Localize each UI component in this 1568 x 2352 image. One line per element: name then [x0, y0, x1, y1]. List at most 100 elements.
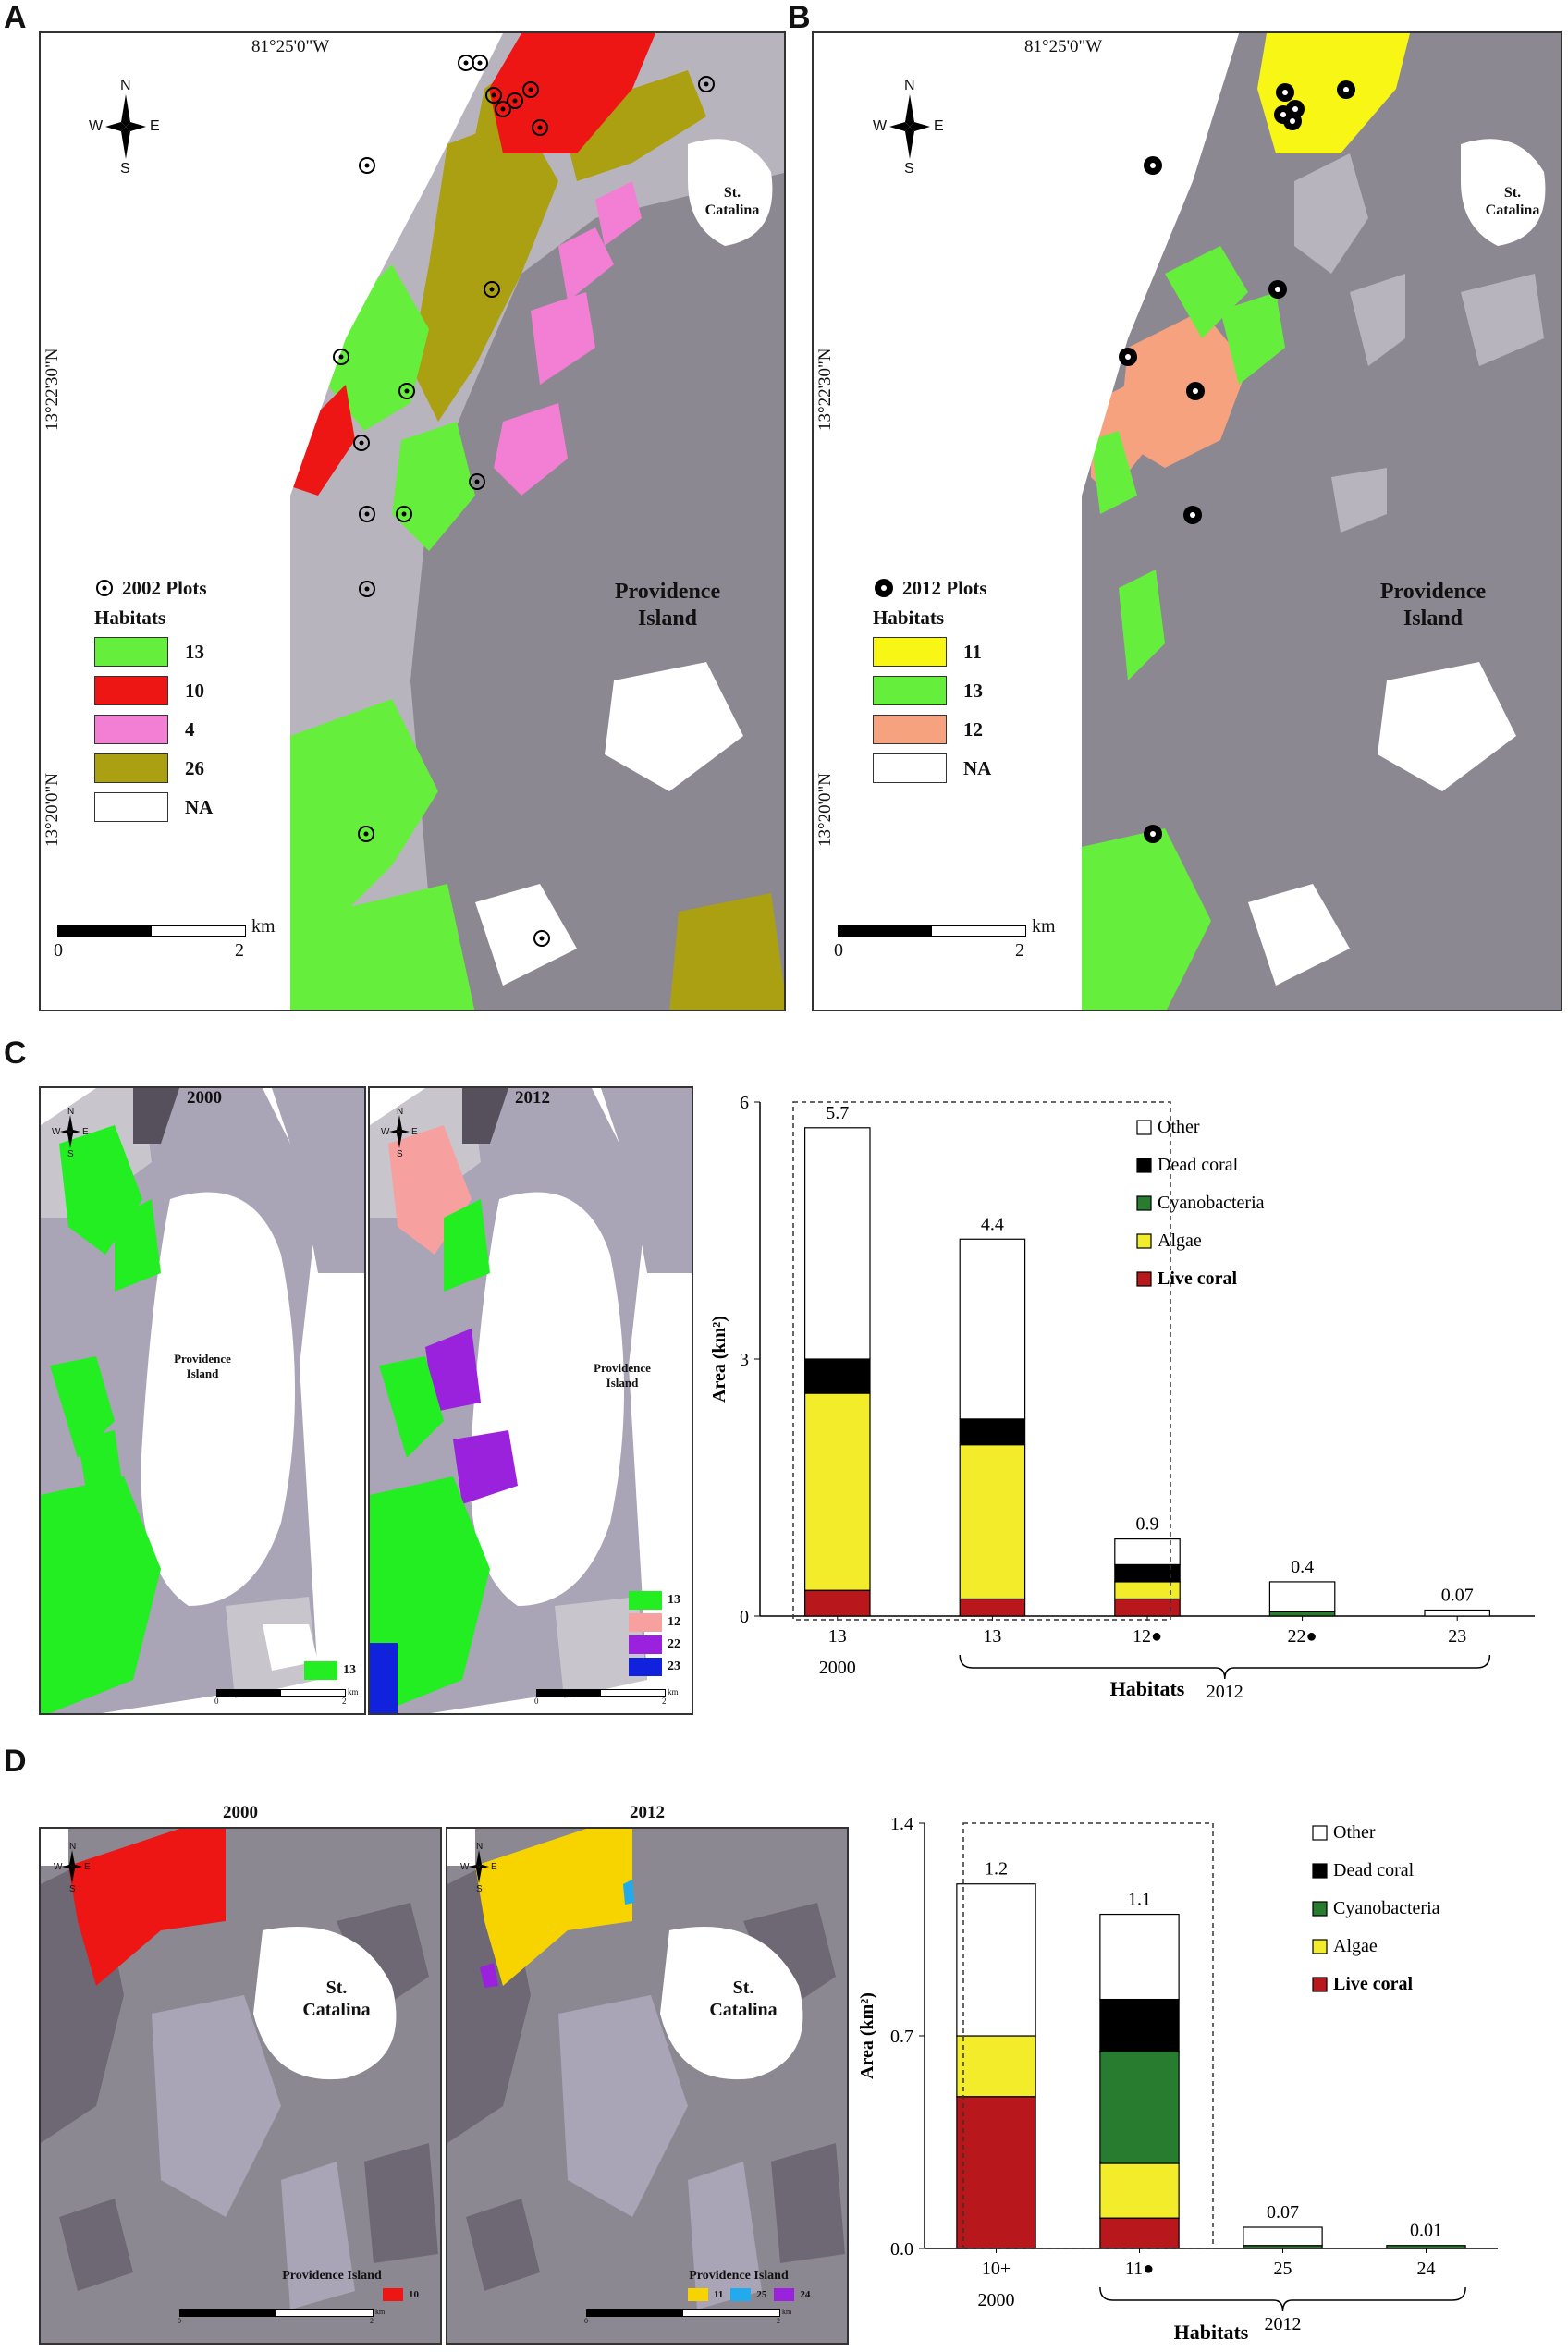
scale-end: 2	[662, 1697, 667, 1706]
panel-d-small-island-2000: St. Catalina	[302, 1978, 371, 2020]
legend-swatch	[1136, 1158, 1152, 1173]
legend-label: Dead coral	[1333, 1860, 1415, 1880]
legend-label: Cyanobacteria	[1333, 1898, 1440, 1918]
scale-end: 2	[235, 940, 244, 961]
compass-e: E	[491, 1862, 497, 1872]
compass-rose-icon	[889, 94, 930, 159]
panel-b-legend: 2012 Plots Habitats 11 13 12 NA	[873, 573, 991, 788]
legend-swatch	[873, 753, 947, 783]
compass-w: W	[381, 1127, 390, 1137]
legend-label: 10	[409, 2289, 419, 2300]
bar-total-label: 1.1	[1128, 1890, 1151, 1910]
bar-segment-other	[1243, 2226, 1323, 2247]
bar-total-label: 0.07	[1267, 2202, 1299, 2223]
legend-swatch	[873, 637, 947, 667]
bar-total-label: 5.7	[826, 1103, 849, 1123]
legend-label: 26	[185, 756, 204, 779]
legend-swatch	[1136, 1120, 1152, 1135]
bar-segment-dead-coral	[1099, 1998, 1180, 2052]
bar-segment-other	[1099, 1913, 1180, 2001]
legend-label: 24	[800, 2289, 811, 2300]
x-tick-label: 24	[1417, 2259, 1436, 2279]
scale-start: 0	[534, 1697, 539, 1706]
panel-a-legend: 2002 Plots Habitats 13 10 4 26 NA	[94, 573, 213, 827]
bar-segment-algae	[1099, 2162, 1180, 2219]
legend-swatch	[629, 1613, 662, 1632]
panel-b-longitude: 81°25'0"W	[1024, 37, 1103, 56]
compass-s: S	[904, 161, 914, 177]
y-tick-label: 6	[740, 1093, 749, 1113]
panel-c-legend-2012: 13 12 22 23	[629, 1589, 680, 1678]
panel-d-map-2012: 2012 N S W E St. Catalina Pro	[446, 1803, 849, 2348]
group-brace	[959, 1654, 1491, 1680]
bar-segment-live-coral	[956, 2096, 1036, 2249]
plot-marker-icon	[96, 580, 113, 596]
y-tick-label: 0.0	[890, 2239, 913, 2260]
y-tick-label: 3	[740, 1350, 749, 1370]
legend-label: Other	[1158, 1117, 1200, 1137]
scale-start: 0	[834, 940, 843, 961]
bar-segment-cyanobacteria	[1268, 1611, 1336, 1617]
habitats-legend-title: Habitats	[873, 606, 945, 629]
panel-c-legend-2000: 13	[304, 1660, 356, 1682]
scale-unit: km	[1032, 916, 1056, 937]
group-label: 2000	[819, 1658, 856, 1678]
plot-marker-icon	[875, 579, 893, 597]
panel-d-map-2000: 2000 N S W E St. Catalina Providence	[39, 1803, 442, 2348]
compass-w: W	[52, 1127, 61, 1137]
legend-swatch	[1312, 1863, 1328, 1879]
scale-start: 0	[178, 2317, 181, 2325]
panel-d-small-island-2012: St. Catalina	[709, 1978, 778, 2020]
group-label: 2012	[1207, 1682, 1243, 1701]
legend-swatch	[873, 715, 947, 744]
panel-d-compass-2012: N S W E	[460, 1842, 497, 1894]
scale-end: 2	[370, 2317, 374, 2325]
bar-segment-live-coral	[959, 1598, 1026, 1617]
panel-a-map-graphic	[41, 33, 784, 1010]
bar-segment-cyanobacteria	[1386, 2245, 1466, 2249]
legend-swatch	[94, 715, 168, 744]
y-axis-label: Area (km²)	[860, 1992, 877, 2079]
legend-label: Live coral	[1333, 1974, 1414, 1994]
bar-segment-other	[1114, 1538, 1181, 1566]
x-tick-label: 13	[983, 1626, 1001, 1647]
legend-label: 25	[756, 2289, 767, 2300]
panel-a-label: A	[4, 0, 27, 35]
group-label: 2000	[978, 2290, 1015, 2310]
panel-c-compass-2012: N S W E	[381, 1107, 418, 1159]
compass-e: E	[934, 118, 944, 134]
compass-n: N	[120, 78, 131, 93]
bar-segment-dead-coral	[959, 1418, 1026, 1446]
bar-segment-other	[959, 1238, 1026, 1420]
panel-c-island-2012: Providence Island	[594, 1361, 651, 1390]
legend-label: 13	[668, 1593, 680, 1607]
plots-legend-row: 2012 Plots	[873, 573, 991, 603]
bar-total-label: 0.4	[1291, 1557, 1314, 1577]
panel-a-scale-bar: 0 2 km	[54, 916, 276, 961]
y-axis-label: Area (km²)	[712, 1316, 729, 1403]
panel-d-map-2000-graphic	[41, 1829, 440, 2343]
compass-rose-icon	[60, 1115, 80, 1148]
panel-d-legend-2012: 11 25 24	[688, 2285, 810, 2304]
compass-rose-icon	[62, 1850, 82, 1883]
scale-start: 0	[214, 1697, 219, 1706]
panel-c-map-2000-title: 2000	[187, 1088, 222, 1108]
panel-b-plot-markers	[1119, 80, 1355, 843]
panel-b-island-label: Providence Island	[1379, 580, 1487, 631]
highlight-box	[962, 1822, 1214, 2249]
y-tick-label: 1.4	[890, 1814, 913, 1834]
bar-segment-other	[1268, 1581, 1336, 1612]
scale-end: 2	[777, 2317, 780, 2325]
legend-label: Other	[1333, 1822, 1376, 1843]
panel-c-label: C	[4, 1035, 27, 1071]
scale-start: 0	[54, 940, 63, 961]
bar-segment-live-coral	[804, 1589, 871, 1617]
compass-n: N	[397, 1107, 404, 1117]
panel-c-scale-2000: 0 2 km	[214, 1687, 359, 1713]
habitats-legend-title: Habitats	[94, 606, 166, 629]
scale-unit: km	[782, 2308, 792, 2316]
panel-d-chart: 0.0 0.7 1.4 Area (km²) 1.2 10+ 1.1 11● 0.07 25 0.0…	[860, 1814, 1498, 2344]
panel-d-legend-2000: 10	[383, 2285, 419, 2304]
panel-b-label: B	[788, 0, 811, 35]
bar-segment-algae	[956, 2035, 1036, 2098]
